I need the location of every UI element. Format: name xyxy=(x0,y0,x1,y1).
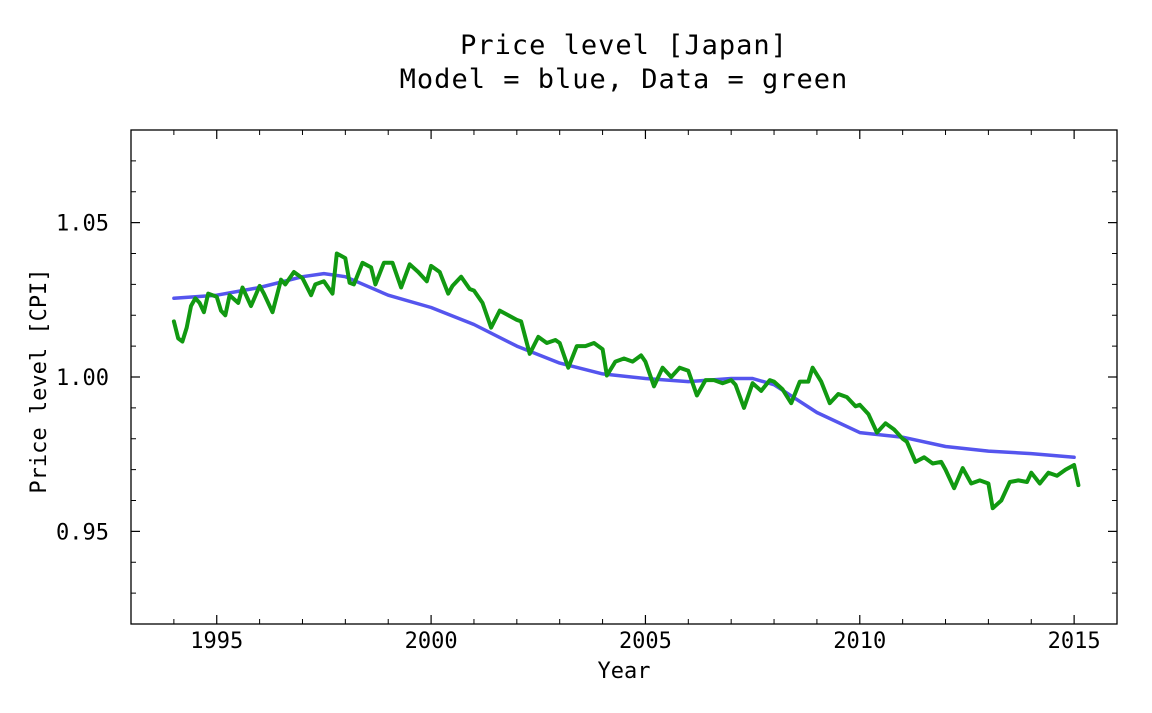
model-series-line xyxy=(172,271,1076,460)
y-tick-label: 1.00 xyxy=(56,366,109,391)
x-tick-label: 1995 xyxy=(190,629,243,654)
tick-labels: 1995 2000 2005 2010 2015 0.95 1.00 1.05 xyxy=(56,212,1101,654)
x-tick-label: 2015 xyxy=(1048,629,1101,654)
series-layer xyxy=(171,251,1081,511)
data-series-line xyxy=(171,251,1081,511)
y-tick-label: 0.95 xyxy=(56,520,109,545)
x-tick-label: 2010 xyxy=(833,629,886,654)
x-tick-label: 2000 xyxy=(405,629,458,654)
x-axis-label: Year xyxy=(598,659,651,684)
y-tick-label: 1.05 xyxy=(56,212,109,237)
y-axis-label: Price level [CPI] xyxy=(27,268,52,493)
chart-title: Price level [Japan] xyxy=(460,30,788,61)
tick-marks xyxy=(130,129,1118,625)
x-tick-label: 2005 xyxy=(619,629,672,654)
chart-subtitle: Model = blue, Data = green xyxy=(399,64,849,95)
